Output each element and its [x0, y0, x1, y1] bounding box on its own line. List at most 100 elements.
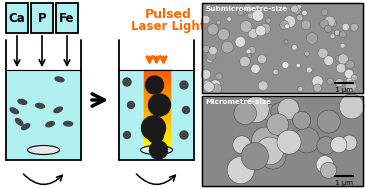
Bar [143, 73, 169, 75]
Circle shape [342, 23, 349, 31]
Circle shape [321, 162, 337, 178]
Text: Submicrometre-size: Submicrometre-size [205, 6, 287, 12]
Bar [143, 145, 169, 147]
Circle shape [202, 45, 210, 53]
Circle shape [301, 20, 311, 30]
Circle shape [246, 49, 251, 54]
Circle shape [339, 94, 364, 119]
Ellipse shape [54, 107, 62, 113]
Circle shape [252, 10, 264, 21]
Circle shape [209, 46, 217, 55]
Ellipse shape [27, 146, 60, 154]
Circle shape [296, 63, 300, 67]
Bar [6, 3, 28, 33]
Bar [143, 94, 169, 96]
Bar [143, 115, 169, 117]
Circle shape [335, 79, 343, 87]
Circle shape [146, 76, 164, 94]
Text: Laser Light: Laser Light [131, 20, 206, 33]
Ellipse shape [36, 103, 45, 108]
Circle shape [216, 73, 222, 79]
Circle shape [284, 16, 296, 27]
Circle shape [293, 111, 311, 129]
Circle shape [241, 143, 269, 170]
Circle shape [227, 156, 254, 184]
Circle shape [207, 56, 213, 63]
Circle shape [255, 26, 266, 36]
Circle shape [252, 127, 279, 154]
Circle shape [207, 51, 216, 60]
Circle shape [317, 136, 335, 155]
Bar [143, 81, 169, 83]
Circle shape [243, 96, 269, 122]
Circle shape [260, 23, 270, 34]
Circle shape [180, 81, 188, 89]
Circle shape [203, 81, 214, 92]
Bar [143, 84, 169, 87]
Circle shape [325, 25, 332, 33]
Text: Pulsed: Pulsed [145, 8, 192, 21]
Bar [143, 139, 169, 141]
Circle shape [237, 9, 244, 16]
Circle shape [306, 33, 318, 44]
Circle shape [296, 4, 302, 9]
Bar [143, 124, 169, 126]
Circle shape [340, 43, 345, 48]
Bar [143, 131, 169, 133]
Bar [143, 76, 169, 78]
Bar [120, 70, 193, 159]
Circle shape [316, 156, 334, 173]
Bar [143, 72, 169, 74]
Circle shape [292, 5, 301, 14]
Bar [143, 140, 169, 143]
Circle shape [212, 84, 222, 94]
Bar [143, 121, 169, 123]
Circle shape [341, 56, 348, 63]
Bar [143, 83, 169, 85]
Circle shape [312, 76, 323, 87]
Bar [143, 91, 169, 93]
Circle shape [240, 21, 252, 32]
Circle shape [227, 17, 231, 21]
Circle shape [251, 64, 260, 73]
Bar [143, 105, 169, 107]
Circle shape [318, 48, 328, 58]
Circle shape [280, 20, 289, 30]
Circle shape [233, 136, 251, 154]
Bar [143, 70, 169, 72]
Circle shape [247, 53, 251, 58]
Bar [202, 3, 363, 93]
Circle shape [267, 114, 288, 135]
Circle shape [204, 80, 211, 88]
Bar [143, 123, 169, 125]
Ellipse shape [55, 77, 64, 82]
Circle shape [260, 143, 286, 169]
Circle shape [208, 24, 219, 35]
Ellipse shape [15, 119, 23, 125]
Circle shape [149, 94, 171, 116]
Bar [31, 3, 53, 33]
Bar [143, 148, 169, 150]
Circle shape [344, 69, 354, 78]
Circle shape [297, 15, 303, 21]
Bar [143, 75, 169, 77]
Circle shape [202, 15, 210, 24]
Circle shape [201, 70, 211, 79]
Circle shape [298, 87, 303, 92]
Circle shape [302, 10, 307, 16]
Circle shape [282, 62, 289, 68]
Bar [143, 132, 169, 135]
Bar [143, 104, 169, 106]
Circle shape [127, 101, 134, 108]
Circle shape [248, 28, 258, 38]
Circle shape [336, 55, 342, 62]
Circle shape [245, 5, 254, 14]
Circle shape [123, 78, 131, 86]
Circle shape [284, 40, 288, 44]
Circle shape [277, 130, 301, 154]
Circle shape [222, 46, 226, 50]
Bar [56, 3, 78, 33]
Circle shape [327, 78, 333, 84]
Bar [143, 142, 169, 144]
Circle shape [218, 29, 229, 40]
